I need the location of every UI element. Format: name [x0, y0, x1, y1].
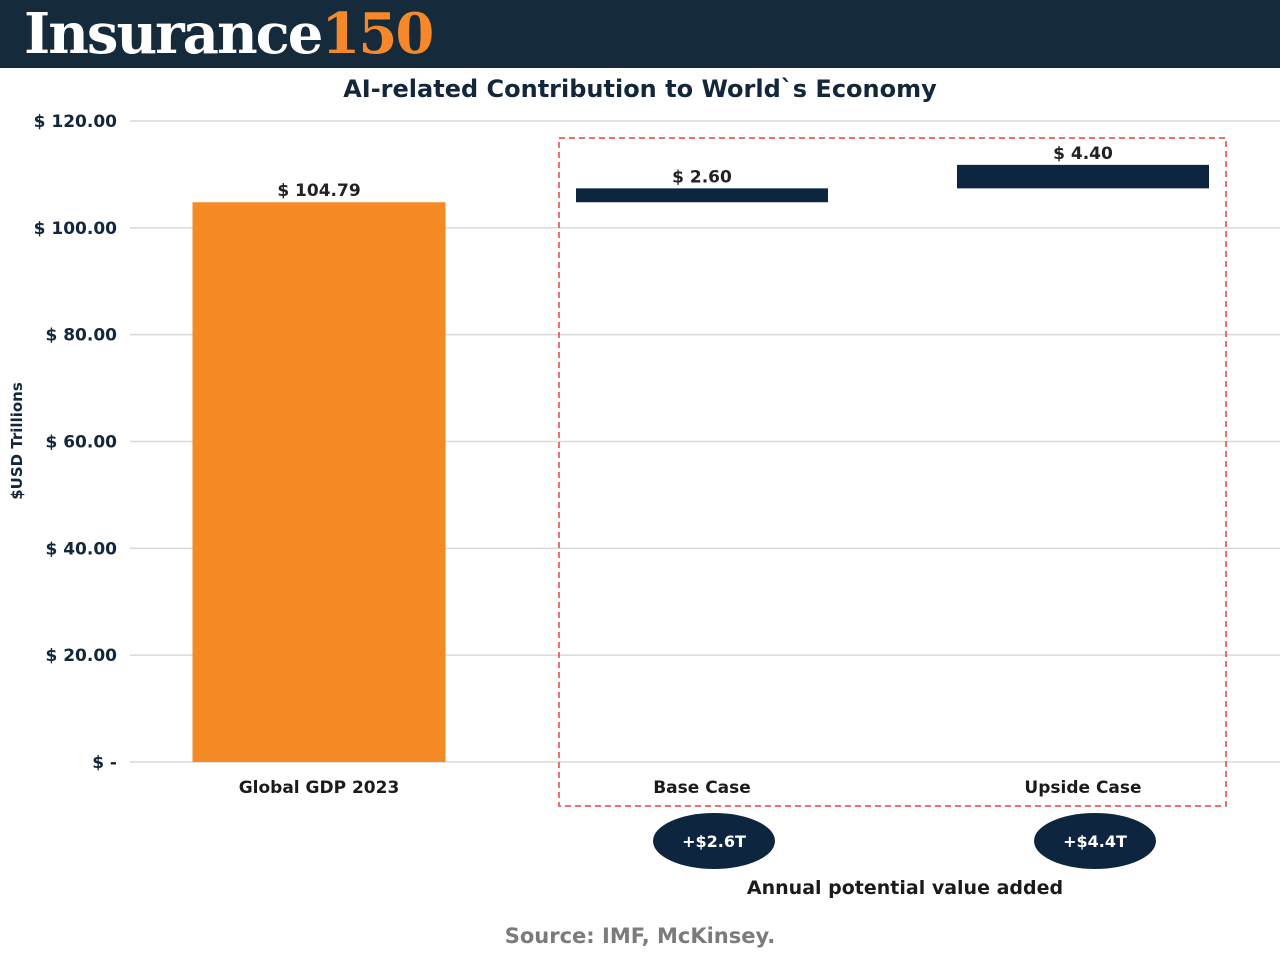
y-tick-label: $ 100.00 — [34, 219, 118, 239]
data-label: $ 4.40 — [1053, 144, 1113, 164]
header-bar: Insurance150 — [0, 0, 1280, 68]
data-label: $ 104.79 — [277, 181, 360, 201]
bar — [576, 188, 828, 203]
chart-title: AI-related Contribution to World`s Econo… — [343, 75, 937, 103]
y-tick-label: $ 20.00 — [45, 646, 117, 666]
pill — [653, 813, 775, 869]
bar — [192, 202, 446, 762]
brand-number: 150 — [321, 1, 434, 67]
pill-label: +$2.6T — [682, 832, 746, 851]
y-tick-label: $ 120.00 — [34, 112, 118, 132]
pill-label: +$4.4T — [1063, 832, 1127, 851]
annotation-label: Annual potential value added — [747, 877, 1063, 899]
data-label: $ 2.60 — [672, 167, 732, 187]
category-label: Global GDP 2023 — [239, 778, 400, 798]
bars: $ 104.79 Global GDP 2023 $ 2.60 Base Case $ … — [192, 144, 1209, 798]
pills: +$2.6T +$4.4T — [653, 813, 1156, 869]
y-tick-label: $ 60.00 — [45, 433, 117, 453]
y-tick-label: $ 80.00 — [45, 326, 117, 346]
y-tick-label: $ 40.00 — [45, 539, 117, 559]
y-tick-label: $ - — [92, 753, 117, 773]
brand-word: Insurance — [24, 1, 323, 67]
pill — [1034, 813, 1156, 869]
brand-logo: Insurance150 — [24, 1, 434, 67]
chart-area: $ - $ 20.00 $ 40.00 $ 60.00 $ 80.00 $ 100.00 $… — [8, 112, 1280, 899]
y-axis-label: $USD Trillions — [8, 382, 26, 500]
category-label: Base Case — [653, 778, 751, 798]
y-axis-ticks: $ - $ 20.00 $ 40.00 $ 60.00 $ 80.00 $ 100.00 $… — [34, 112, 118, 773]
category-label: Upside Case — [1024, 778, 1141, 798]
highlight-box — [558, 137, 1227, 807]
source-note: Source: IMF, McKinsey. — [504, 924, 776, 948]
bar — [957, 164, 1209, 189]
